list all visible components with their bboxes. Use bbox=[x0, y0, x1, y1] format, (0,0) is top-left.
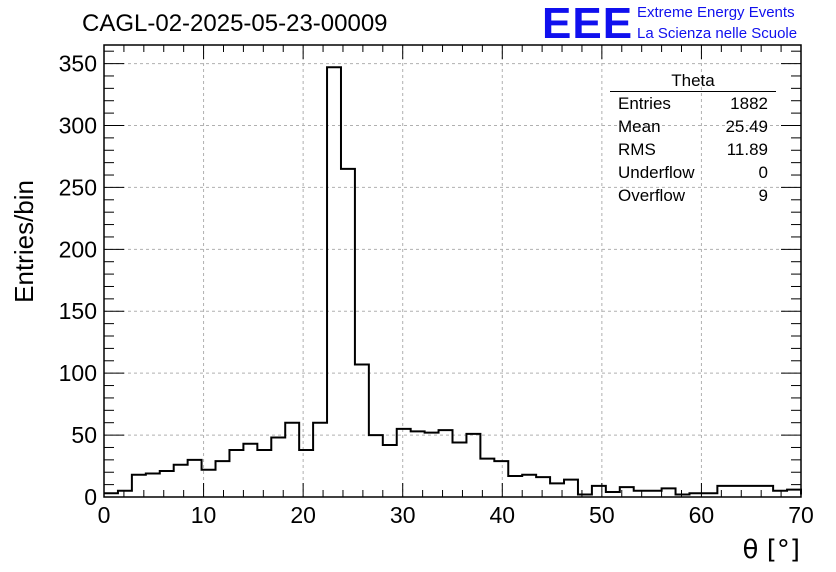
stats-row-entries: Entries 1882 bbox=[610, 92, 776, 115]
histogram-outline bbox=[104, 66, 802, 496]
logo-caption-line2: La Scienza nelle Scuole bbox=[637, 25, 798, 42]
chart-title: CAGL-02-2025-05-23-00009 bbox=[82, 10, 388, 37]
stats-row-mean: Mean 25.49 bbox=[610, 115, 776, 138]
y-tick-label: 250 bbox=[59, 174, 97, 200]
histogram-bin bbox=[216, 461, 230, 497]
y-tick-label: 350 bbox=[59, 51, 97, 77]
stats-label: Overflow bbox=[618, 186, 686, 205]
histogram-bin bbox=[229, 450, 243, 497]
y-tick-label: 50 bbox=[71, 422, 97, 448]
histogram-bin bbox=[355, 364, 369, 497]
histogram-bin bbox=[522, 475, 536, 497]
stats-box: Theta Entries 1882 Mean 25.49 RMS 11.89 … bbox=[610, 70, 776, 207]
stats-title: Theta bbox=[610, 70, 776, 92]
histogram-bin bbox=[731, 486, 745, 497]
x-tick-label: 30 bbox=[390, 502, 416, 528]
histogram-bin bbox=[188, 460, 202, 497]
histogram-bin bbox=[243, 444, 257, 497]
histogram-bin bbox=[341, 169, 355, 497]
logo-caption-line1: Extreme Energy Events bbox=[637, 4, 795, 21]
axis-ticks bbox=[103, 45, 802, 498]
stats-row-underflow: Underflow 0 bbox=[610, 161, 776, 184]
histogram-bin bbox=[717, 486, 731, 497]
stats-label: RMS bbox=[618, 140, 656, 159]
histogram-bin bbox=[662, 488, 676, 497]
histogram-bin bbox=[494, 461, 508, 497]
stats-row-overflow: Overflow 9 bbox=[610, 184, 776, 207]
histogram-bin bbox=[466, 434, 480, 497]
stats-value: 9 bbox=[758, 186, 768, 205]
histogram-bin bbox=[257, 450, 271, 497]
histogram-bin bbox=[745, 486, 759, 497]
histogram-bin bbox=[369, 435, 383, 497]
stats-label: Mean bbox=[618, 117, 661, 136]
stats-value: 1882 bbox=[730, 94, 768, 113]
x-tick-label: 40 bbox=[489, 502, 515, 528]
histogram-bin bbox=[453, 443, 467, 497]
histogram-bin bbox=[411, 431, 425, 497]
histogram-bin bbox=[439, 430, 453, 497]
histogram-bin bbox=[397, 429, 411, 497]
histogram-bin bbox=[327, 67, 341, 497]
x-tick-label: 70 bbox=[788, 502, 814, 528]
stats-value: 0 bbox=[758, 163, 768, 182]
x-tick-label: 60 bbox=[689, 502, 715, 528]
histogram-bin bbox=[564, 480, 578, 497]
x-tick-label: 50 bbox=[589, 502, 615, 528]
x-tick-label: 10 bbox=[191, 502, 217, 528]
histogram-bin bbox=[313, 423, 327, 497]
y-tick-label: 0 bbox=[84, 484, 97, 510]
histogram-bin bbox=[285, 423, 299, 497]
plot-frame bbox=[103, 44, 802, 498]
eee-logo: EEE bbox=[542, 0, 634, 48]
histogram-bin bbox=[174, 465, 188, 497]
histogram-bin bbox=[299, 450, 313, 497]
x-tick-label: 20 bbox=[290, 502, 316, 528]
x-tick-label: 0 bbox=[98, 502, 111, 528]
stats-row-rms: RMS 11.89 bbox=[610, 138, 776, 161]
histogram-bin bbox=[160, 471, 174, 497]
y-tick-label: 150 bbox=[59, 298, 97, 324]
stats-value: 11.89 bbox=[726, 140, 768, 159]
y-tick-label: 100 bbox=[59, 360, 97, 386]
x-tick-labels: 0 10 20 30 40 50 60 70 bbox=[98, 502, 814, 528]
histogram-bin bbox=[787, 490, 801, 497]
histogram-bin bbox=[146, 473, 160, 497]
histogram-bin bbox=[536, 477, 550, 497]
grid-lines bbox=[104, 45, 801, 497]
stats-label: Entries bbox=[618, 94, 671, 113]
y-tick-label: 300 bbox=[59, 112, 97, 138]
histogram-bin bbox=[271, 438, 285, 497]
y-tick-labels: 0 50 100 150 200 250 300 350 bbox=[59, 51, 97, 510]
histogram-bin bbox=[383, 445, 397, 497]
histogram-bin bbox=[508, 476, 522, 497]
histogram-bin bbox=[425, 433, 439, 497]
histogram-bin bbox=[592, 486, 606, 497]
stats-label: Underflow bbox=[618, 163, 695, 182]
stats-value: 25.49 bbox=[725, 117, 768, 136]
y-tick-label: 200 bbox=[59, 236, 97, 262]
x-axis-title: θ [°] bbox=[743, 535, 800, 565]
y-axis-title: Entries/bin bbox=[9, 180, 39, 303]
